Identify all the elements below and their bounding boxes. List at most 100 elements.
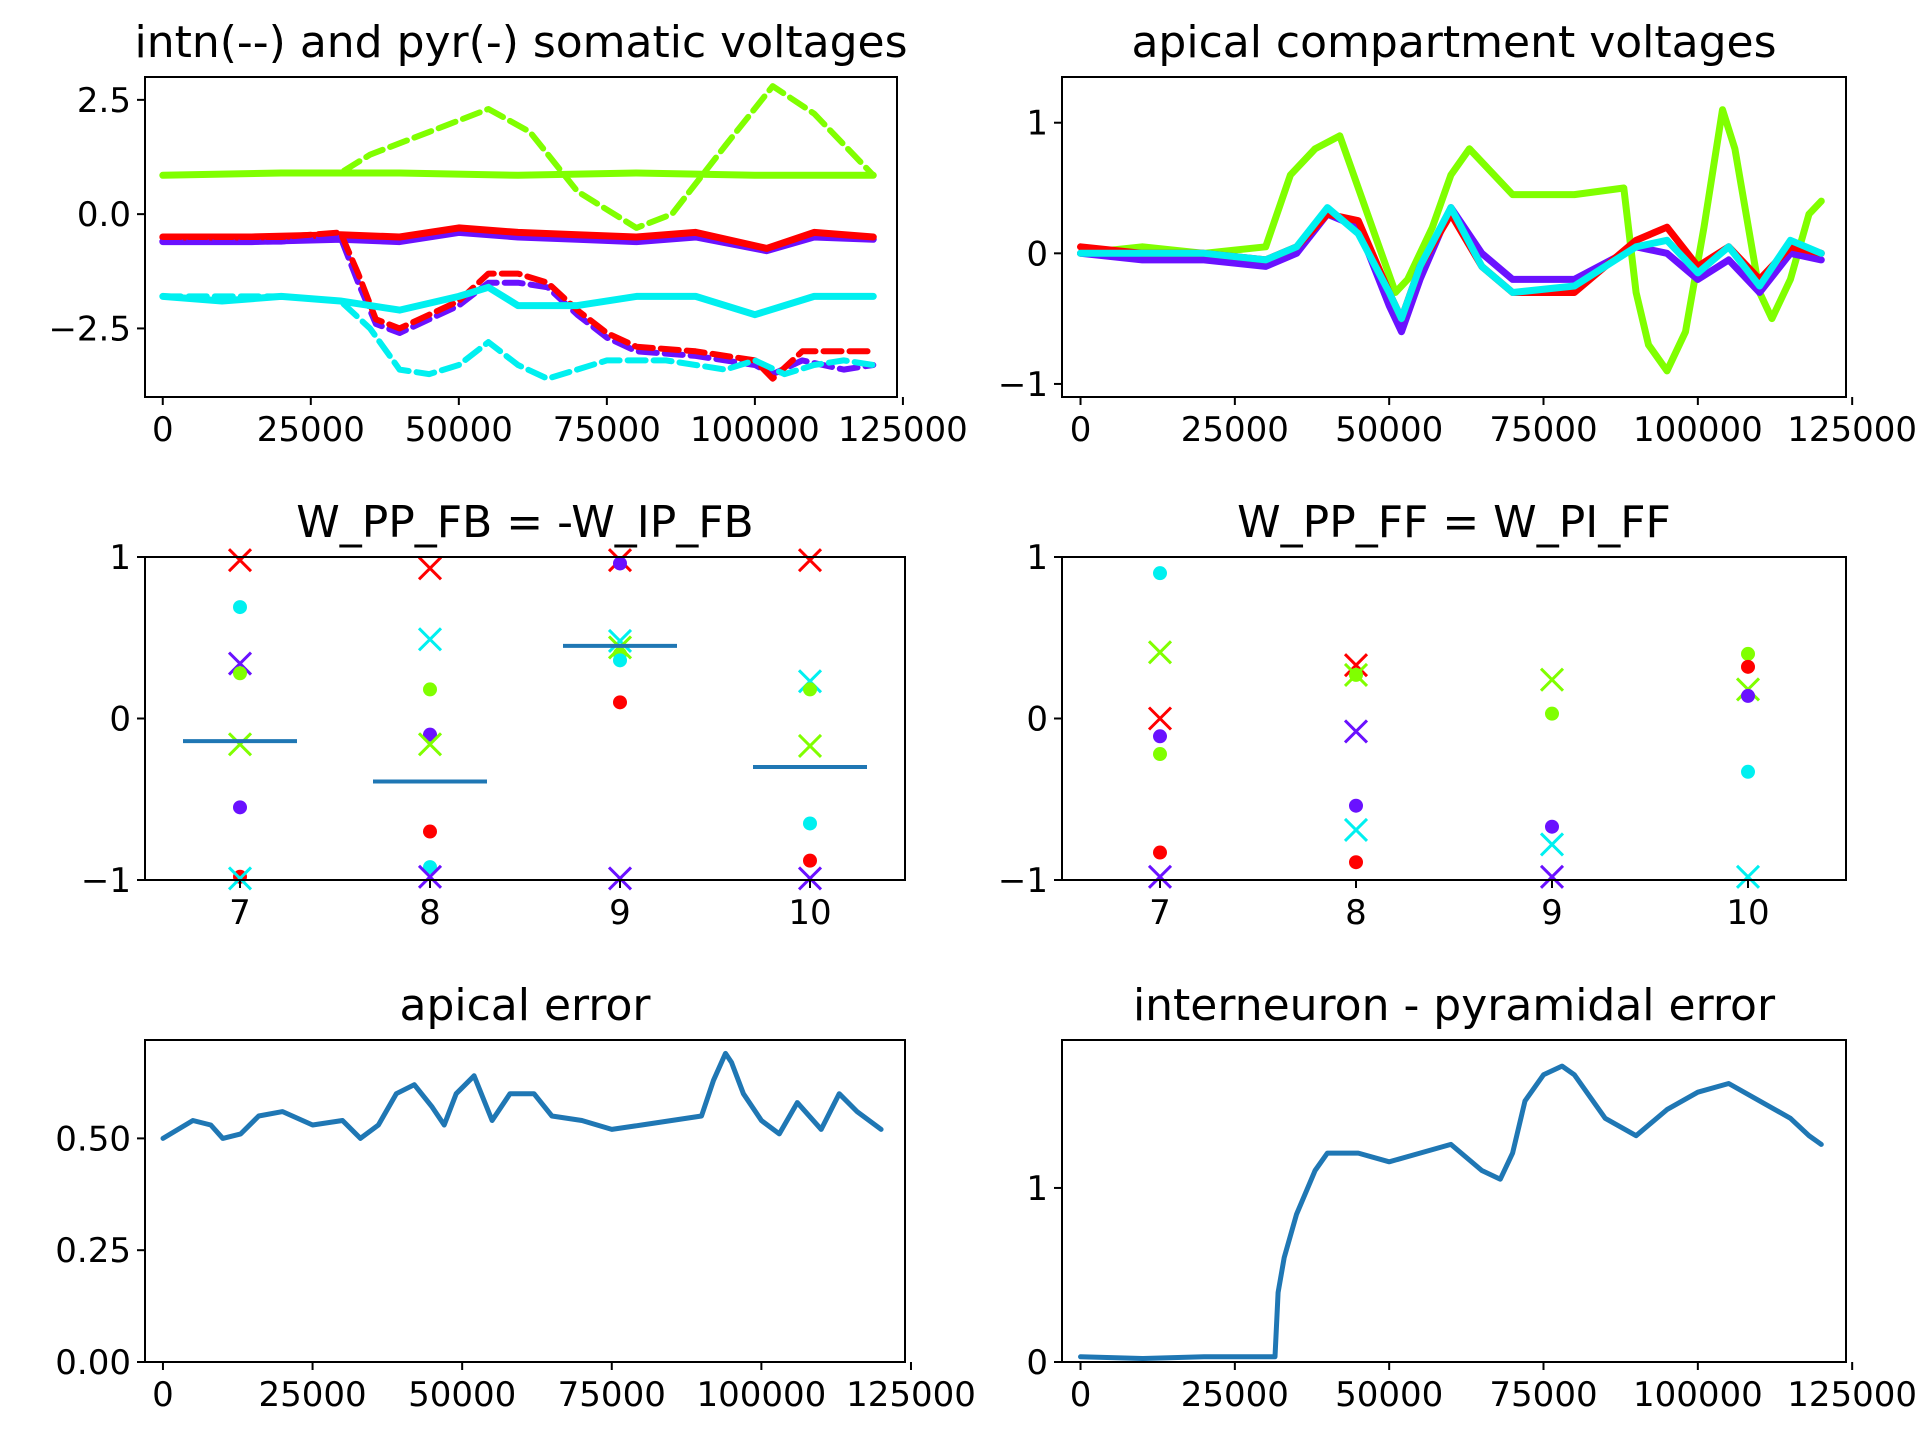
x-tick-label: 75000 [1489,410,1597,450]
x-marker [227,651,253,676]
x-marker [1539,832,1565,857]
dot-marker [233,600,247,615]
x-tick-label: 125000 [1787,410,1917,450]
x-marker [227,548,253,573]
plot-area [1078,1063,1824,1361]
x-tick-label: 0 [1070,1375,1092,1415]
x-tick-label: 100000 [690,410,820,450]
series-line [159,83,877,231]
dot-marker [803,682,817,697]
dot-marker [613,695,627,710]
x-marker [1147,640,1173,665]
axes-frame [1061,76,1847,398]
panel-title: interneuron - pyramidal error [1133,980,1776,1031]
y-tick-label: −1 [998,861,1048,901]
dot-marker [613,556,627,571]
dot-marker [1153,845,1167,860]
x-tick-label: 9 [1541,893,1563,933]
panel-title: W_PP_FF = W_PI_FF [1237,497,1671,548]
dot-marker [1349,855,1363,870]
y-tick-label: 1 [1026,1169,1048,1209]
x-marker [1343,653,1369,678]
x-marker [227,732,253,757]
x-marker [1343,817,1369,842]
series-line [1078,1063,1824,1361]
x-tick-label: 50000 [408,1375,516,1415]
dot-marker [423,824,437,839]
dot-marker [1349,667,1363,682]
x-marker [797,669,823,694]
series-line [159,229,877,382]
x-tick-label: 0 [152,410,174,450]
y-tick-label: 1 [1026,538,1048,578]
dot-marker [1741,688,1755,703]
dot-marker [613,653,627,668]
x-marker [607,866,633,891]
x-tick-label: 0 [1070,410,1092,450]
dot-marker [803,853,817,868]
y-tick-label: −1 [81,861,131,901]
panel-title: intn(--) and pyr(-) somatic voltages [135,17,908,68]
series-line [159,283,877,319]
x-marker [797,548,823,573]
dot-marker [1153,747,1167,762]
dot-marker [233,666,247,681]
x-tick-label: 10 [1726,893,1769,933]
dot-marker [233,800,247,815]
x-marker [1343,719,1369,744]
panel-title: W_PP_FB = -W_IP_FB [296,497,754,548]
x-marker [1147,706,1173,731]
x-tick-label: 75000 [1489,1375,1597,1415]
x-tick-label: 8 [1345,893,1367,933]
dot-marker [1545,706,1559,721]
y-tick-label: −1 [998,365,1048,405]
y-tick-label: 0.25 [55,1231,131,1271]
x-marker [797,866,823,891]
dot-marker [1741,646,1755,661]
x-tick-label: 100000 [1633,410,1763,450]
y-tick-label: 0.00 [55,1343,131,1383]
axes-frame [1061,1039,1847,1363]
panel-4: apical error 0 25000 50000 75000 100000 125000… [55,980,976,1415]
dot-marker [1349,798,1363,813]
x-tick-label: 25000 [258,1375,366,1415]
x-tick-label: 125000 [1787,1375,1917,1415]
plot-area [159,83,877,382]
x-tick-label: 8 [419,893,441,933]
y-tick-label: 0 [109,700,131,740]
y-tick-label: 2.5 [77,81,131,121]
y-tick-label: 0 [1026,234,1048,274]
x-tick-label: 100000 [1633,1375,1763,1415]
dot-marker [1153,566,1167,581]
dot-marker [423,682,437,697]
dot-marker [1741,659,1755,674]
axes-frame [144,76,898,398]
x-marker [1147,864,1173,889]
dot-marker [423,727,437,742]
y-tick-label: 1 [109,538,131,578]
x-marker [417,627,443,652]
x-tick-label: 125000 [838,410,968,450]
x-tick-label: 0 [152,1375,174,1415]
x-tick-label: 10 [788,893,831,933]
plot-area [1077,106,1825,375]
x-tick-label: 50000 [1335,1375,1443,1415]
x-marker [607,628,633,654]
y-tick-label: 1 [1026,104,1048,144]
x-tick-label: 50000 [1335,410,1443,450]
series-line [160,1050,884,1141]
dot-marker [803,816,817,831]
x-tick-label: 25000 [1181,410,1289,450]
x-marker [1735,864,1761,889]
x-tick-label: 125000 [846,1375,976,1415]
series-line [1077,204,1825,336]
y-tick-label: 0.50 [55,1119,131,1159]
x-tick-label: 50000 [405,410,513,450]
x-tick-label: 7 [1149,893,1171,933]
dot-marker [1741,764,1755,779]
series-line [159,293,877,382]
dot-marker [423,860,437,875]
series-line [1077,204,1825,323]
